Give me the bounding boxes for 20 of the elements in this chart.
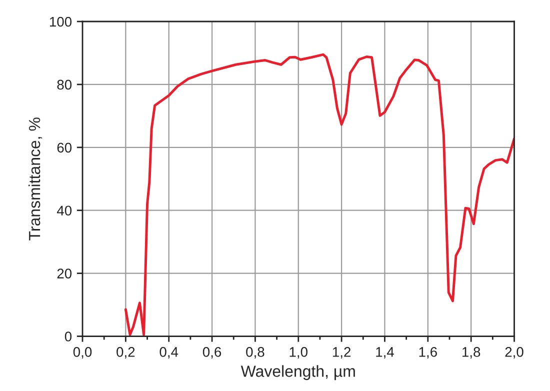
y-tick-label: 40	[56, 206, 72, 216]
x-axis-title: Wavelength, µm	[240, 365, 355, 380]
x-tick-label: 1,0	[290, 347, 308, 359]
y-axis-title: Transmittance, %	[28, 118, 42, 240]
x-tick-label: 0,2	[116, 347, 135, 359]
x-tick-label: 2,0	[505, 347, 524, 359]
x-tick-label: 0,8	[246, 347, 264, 359]
y-tick-label: 20	[57, 268, 72, 278]
y-tick-label: 100	[50, 16, 72, 27]
y-tick-label: 60	[57, 142, 72, 153]
y-tick-label: 0	[64, 332, 72, 342]
x-tick-label: 1,6	[419, 347, 437, 359]
x-tick-label: 0,0	[73, 347, 92, 359]
x-tick-label: 0,6	[202, 347, 222, 359]
y-tick-label: 80	[57, 80, 72, 90]
x-tick-label: 1,2	[332, 347, 351, 359]
x-tick-label: 0,4	[160, 347, 178, 359]
x-tick-label: 1,8	[462, 347, 480, 359]
x-tick-label: 1,4	[376, 347, 394, 359]
line-series	[124, 53, 514, 336]
